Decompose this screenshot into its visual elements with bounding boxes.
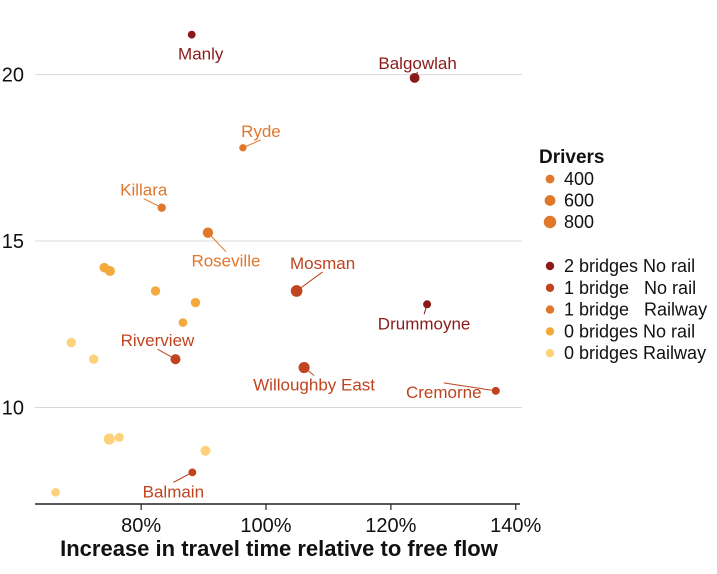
legend-size-label: 800 <box>564 212 594 232</box>
point-label: Manly <box>178 45 224 64</box>
data-point <box>104 265 115 276</box>
data-point <box>239 144 247 152</box>
y-tick-label: 20 <box>2 65 24 87</box>
grid-lines <box>35 74 522 408</box>
point-labels: Manly Balgowlah Drummoyne Cremorne Mosman Wil… <box>120 45 481 502</box>
data-point <box>290 285 303 297</box>
point-label: Cremorne <box>406 383 482 402</box>
legend-color-label: 1 bridge No rail <box>564 278 696 298</box>
legend-color-swatch <box>545 283 555 292</box>
data-point <box>202 227 214 238</box>
legend-color-label: 1 bridge Railway <box>564 300 707 320</box>
data-point <box>88 354 99 364</box>
legend-color-swatch <box>545 327 555 336</box>
point-label: Balgowlah <box>378 54 456 73</box>
legend-size-label: 400 <box>564 169 594 189</box>
data-point <box>170 354 181 365</box>
data-point <box>190 297 201 308</box>
point-label: Drummoyne <box>378 314 471 333</box>
data-point <box>200 445 211 456</box>
legend-color-swatch <box>545 261 555 271</box>
legend-size-title: Drivers <box>539 147 605 168</box>
legend-size-swatch <box>543 215 557 229</box>
x-tick-label: 80% <box>121 515 161 537</box>
point-label: Riverview <box>121 331 195 350</box>
legend-color-label: 2 bridges No rail <box>564 256 695 276</box>
data-point <box>188 468 197 477</box>
data-point <box>103 433 115 445</box>
point-label: Balmain <box>143 482 204 501</box>
axes: 10 15 20 80% 100% 120% 140% <box>2 65 542 537</box>
point-label: Mosman <box>290 254 355 273</box>
legend-color-label: 0 bridges Railway <box>564 343 706 363</box>
legend-color-label: 0 bridges No rail <box>564 321 695 341</box>
data-point <box>423 300 432 309</box>
data-point <box>187 30 196 39</box>
data-point <box>157 203 166 212</box>
point-label: Ryde <box>241 122 281 141</box>
point-label: Killara <box>120 181 168 200</box>
data-point <box>178 318 188 327</box>
data-point <box>298 361 310 374</box>
label-leader-lines <box>143 71 496 483</box>
data-point <box>66 337 76 348</box>
data-points <box>51 30 500 497</box>
leader-line <box>443 382 496 392</box>
legend-color-swatch <box>545 349 555 358</box>
x-tick-label: 100% <box>240 515 291 537</box>
data-point <box>150 286 161 296</box>
legend-size-swatch <box>544 195 556 206</box>
legend-size-label: 600 <box>564 191 594 211</box>
data-point <box>409 72 420 83</box>
data-point <box>114 432 124 442</box>
x-tick-label: 140% <box>490 515 541 537</box>
data-point <box>51 488 60 497</box>
y-tick-label: 15 <box>2 231 24 253</box>
x-axis-title: Increase in travel time relative to free… <box>60 536 499 561</box>
legend-size-swatch <box>545 174 555 184</box>
data-point <box>491 386 500 395</box>
x-tick-label: 120% <box>365 515 416 537</box>
point-label: Willoughby East <box>253 376 375 395</box>
point-label: Roseville <box>191 252 260 271</box>
legend-color-swatch <box>545 305 555 314</box>
y-tick-label: 10 <box>2 397 24 419</box>
